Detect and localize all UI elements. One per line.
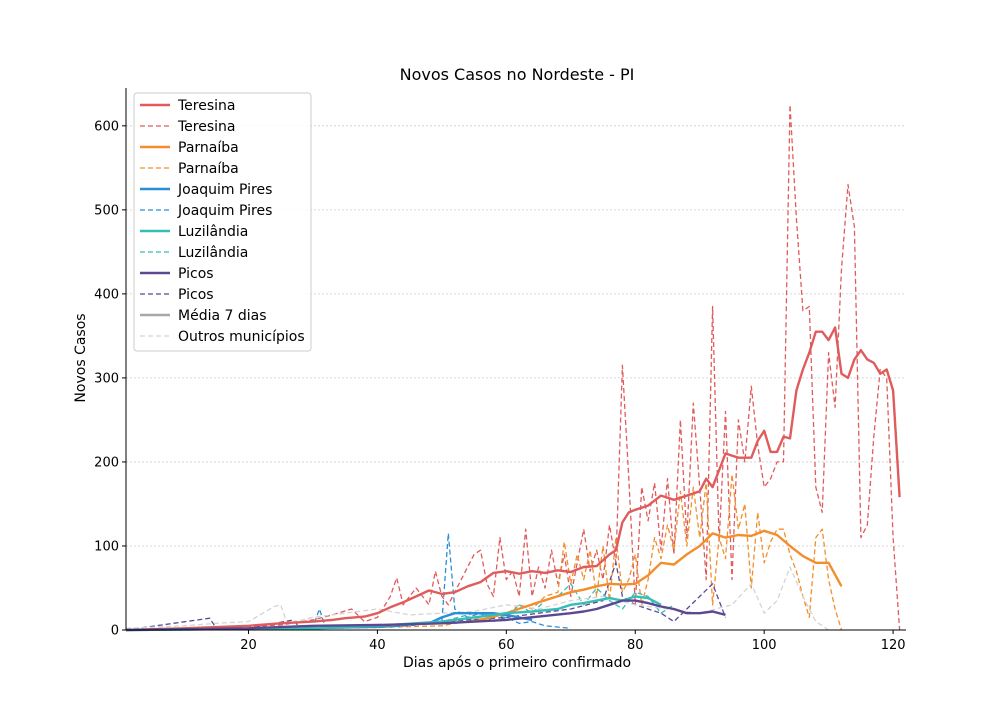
chart-title: Novos Casos no Nordeste - PI: [400, 65, 635, 84]
x-tick-label: 60: [498, 638, 515, 653]
legend-label: Teresina: [177, 119, 235, 135]
x-tick-label: 120: [881, 638, 906, 653]
legend-box: [133, 92, 312, 352]
legend-label: Parnaíba: [178, 161, 239, 177]
legend-label: Luzilândia: [178, 224, 248, 240]
y-tick-label: 600: [94, 119, 119, 134]
series-line-picos-avg7: [125, 599, 726, 632]
legend: Teresina Teresina Parnaíba Parnaíba Joaquim …: [133, 92, 312, 352]
legend-label: Parnaíba: [178, 140, 239, 156]
y-tick-label: 300: [94, 371, 119, 386]
x-tick-label: 20: [240, 638, 257, 653]
series-line-parnaiba-daily: [125, 473, 843, 631]
axes: [125, 88, 906, 631]
legend-label: Média 7 dias: [178, 308, 267, 324]
series-line-teresina-avg7: [125, 326, 901, 632]
legend-label: Picos: [178, 287, 214, 303]
y-axis-label: Novos Casos: [73, 313, 89, 402]
series-line-picos-daily: [125, 562, 727, 631]
legend-label: Outros municípios: [178, 329, 305, 345]
x-ticks: 20 40 60 80 100 120: [240, 630, 906, 653]
y-tick-label: 500: [94, 203, 119, 218]
legend-label: Teresina: [177, 98, 235, 114]
x-tick-label: 80: [627, 638, 644, 653]
plot-area: [125, 104, 901, 632]
series-line-teresina-daily: [125, 104, 901, 631]
y-ticks: 0 100 200 300 400 500 600: [94, 119, 126, 639]
legend-label: Joaquim Pires: [177, 182, 272, 198]
x-axis-label: Dias após o primeiro confirmado: [403, 655, 631, 671]
x-tick-label: 40: [369, 638, 386, 653]
legend-label: Luzilândia: [178, 245, 248, 261]
y-tick-label: 0: [111, 624, 119, 639]
series-line-joaquim-pires-daily: [125, 532, 571, 631]
y-tick-label: 200: [94, 455, 119, 470]
x-tick-label: 100: [752, 638, 777, 653]
y-tick-label: 400: [94, 287, 119, 302]
legend-label: Picos: [178, 266, 214, 282]
y-tick-label: 100: [94, 539, 119, 554]
legend-label: Joaquim Pires: [177, 203, 272, 219]
series-line-parnaiba-avg7: [473, 529, 843, 623]
